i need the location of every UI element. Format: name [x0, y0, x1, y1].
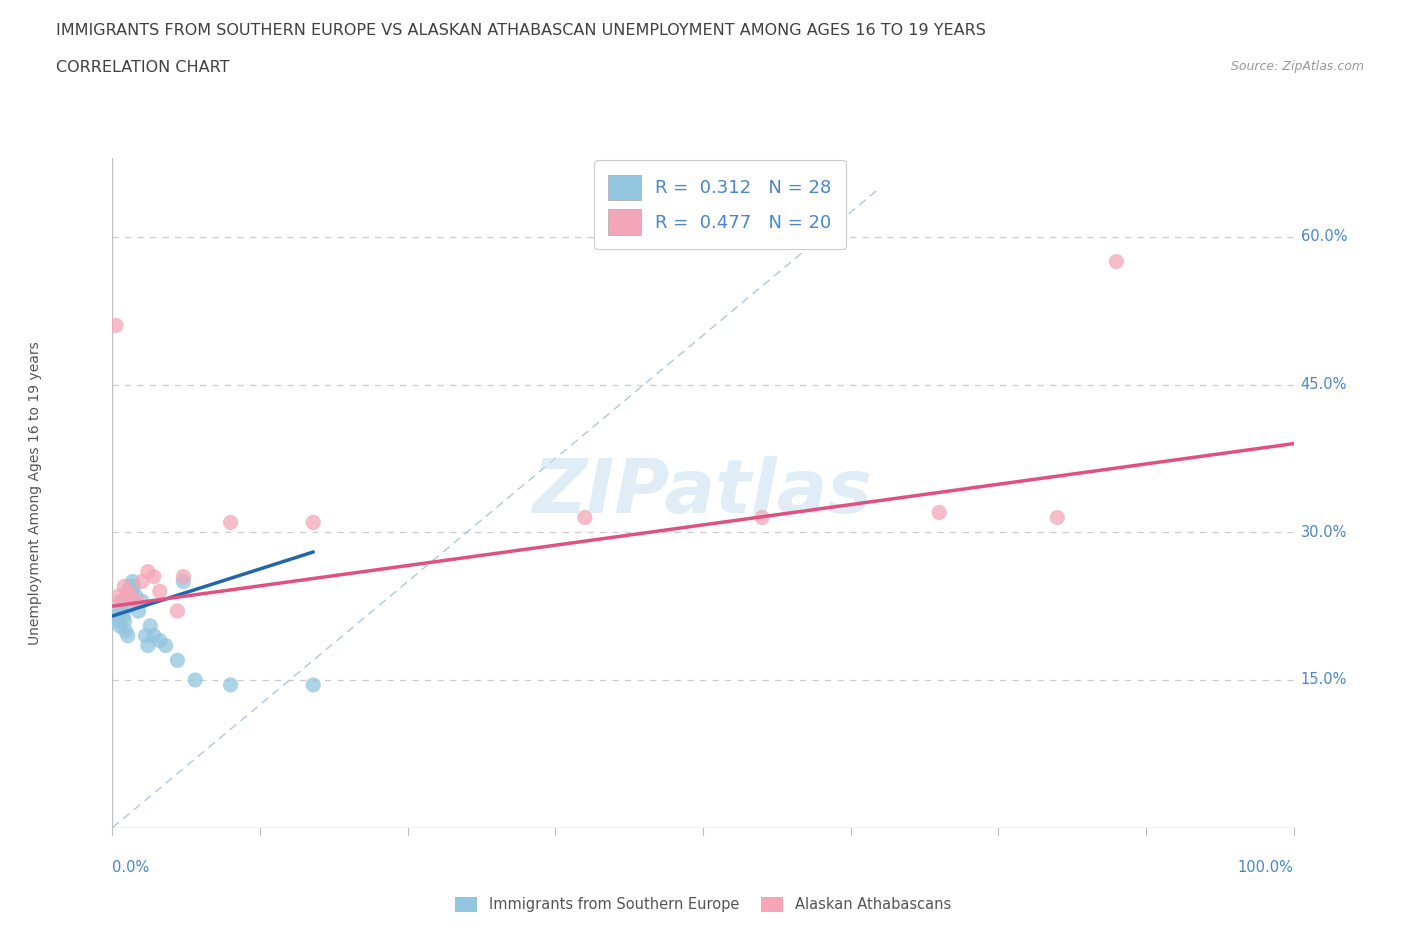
Text: CORRELATION CHART: CORRELATION CHART	[56, 60, 229, 75]
Point	[107, 614, 129, 629]
Point	[155, 638, 177, 653]
Point	[118, 599, 141, 614]
Point	[117, 584, 139, 599]
Legend: R =  0.312   N = 28, R =  0.477   N = 20: R = 0.312 N = 28, R = 0.477 N = 20	[593, 161, 846, 249]
Point	[149, 584, 172, 599]
Point	[131, 593, 153, 608]
Point	[125, 593, 148, 608]
Text: Source: ZipAtlas.com: Source: ZipAtlas.com	[1230, 60, 1364, 73]
Point	[110, 593, 132, 608]
Point	[112, 608, 135, 623]
Point	[219, 515, 242, 530]
Point	[110, 604, 132, 618]
Point	[142, 569, 165, 584]
Point	[111, 593, 134, 608]
Point	[125, 589, 148, 604]
Text: 60.0%: 60.0%	[1301, 230, 1347, 245]
Point	[302, 677, 325, 692]
Point	[135, 629, 157, 644]
Point	[117, 629, 139, 644]
Point	[1105, 254, 1128, 269]
Text: 0.0%: 0.0%	[112, 860, 149, 875]
Point	[136, 638, 159, 653]
Text: 45.0%: 45.0%	[1301, 377, 1347, 392]
Point	[121, 574, 143, 589]
Text: 30.0%: 30.0%	[1301, 525, 1347, 539]
Point	[166, 653, 188, 668]
Point	[172, 569, 194, 584]
Point	[120, 589, 142, 604]
Text: 15.0%: 15.0%	[1301, 672, 1347, 687]
Point	[114, 623, 136, 638]
Point	[131, 574, 153, 589]
Point	[108, 618, 131, 633]
Point	[112, 579, 135, 594]
Point	[105, 608, 128, 623]
Point	[107, 589, 129, 604]
Point	[105, 318, 128, 333]
Point	[751, 510, 773, 525]
Text: 100.0%: 100.0%	[1237, 860, 1294, 875]
Point	[166, 604, 188, 618]
Point	[112, 614, 135, 629]
Point	[302, 515, 325, 530]
Point	[219, 677, 242, 692]
Point	[574, 510, 596, 525]
Point	[184, 672, 207, 687]
Point	[120, 584, 142, 599]
Legend: Immigrants from Southern Europe, Alaskan Athabascans: Immigrants from Southern Europe, Alaskan…	[450, 891, 956, 918]
Text: ZIPatlas: ZIPatlas	[533, 457, 873, 529]
Point	[136, 565, 159, 579]
Text: Unemployment Among Ages 16 to 19 years: Unemployment Among Ages 16 to 19 years	[28, 341, 42, 644]
Point	[122, 579, 145, 594]
Point	[172, 574, 194, 589]
Point	[127, 604, 149, 618]
Point	[139, 618, 162, 633]
Point	[928, 505, 950, 520]
Text: IMMIGRANTS FROM SOUTHERN EUROPE VS ALASKAN ATHABASCAN UNEMPLOYMENT AMONG AGES 16: IMMIGRANTS FROM SOUTHERN EUROPE VS ALASK…	[56, 23, 986, 38]
Point	[142, 629, 165, 644]
Point	[1046, 510, 1069, 525]
Point	[149, 633, 172, 648]
Point	[120, 579, 142, 594]
